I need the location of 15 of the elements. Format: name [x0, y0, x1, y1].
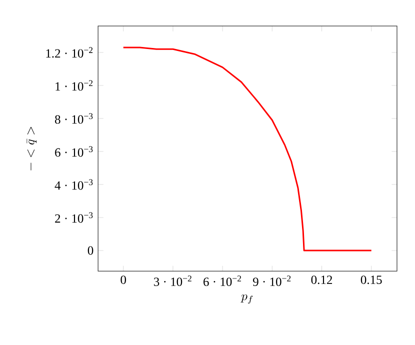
y-tick-label: 2 · 10$^{−3}$ [55, 212, 93, 223]
x-tick-label: 6 · 10$^{−2}$ [204, 275, 241, 286]
y-axis-title: $-<\bar{q}>$ [26, 126, 37, 170]
y-tick-label: 0 [88, 246, 94, 255]
x-tick-label: 0.12 [311, 275, 332, 284]
y-tick-label: 4 · 10$^{−3}$ [54, 179, 93, 190]
y-tick-label: 1 · 10$^{−2}$ [56, 80, 93, 91]
y-tick-label: 1.2 · 10$^{−2}$ [46, 47, 93, 58]
x-tick-label: 9 · 10$^{−2}$ [253, 275, 291, 286]
y-tick-label: 6 · 10$^{−3}$ [55, 146, 93, 157]
y-tick-label: 8 · 10$^{−3}$ [54, 113, 93, 124]
x-tick-label: 3 · 10$^{−2}$ [154, 275, 192, 286]
x-tick-label: 0.15 [360, 275, 382, 284]
x-tick-label: 0 [120, 275, 126, 284]
x-axis-title: $p_f$ [240, 294, 253, 304]
